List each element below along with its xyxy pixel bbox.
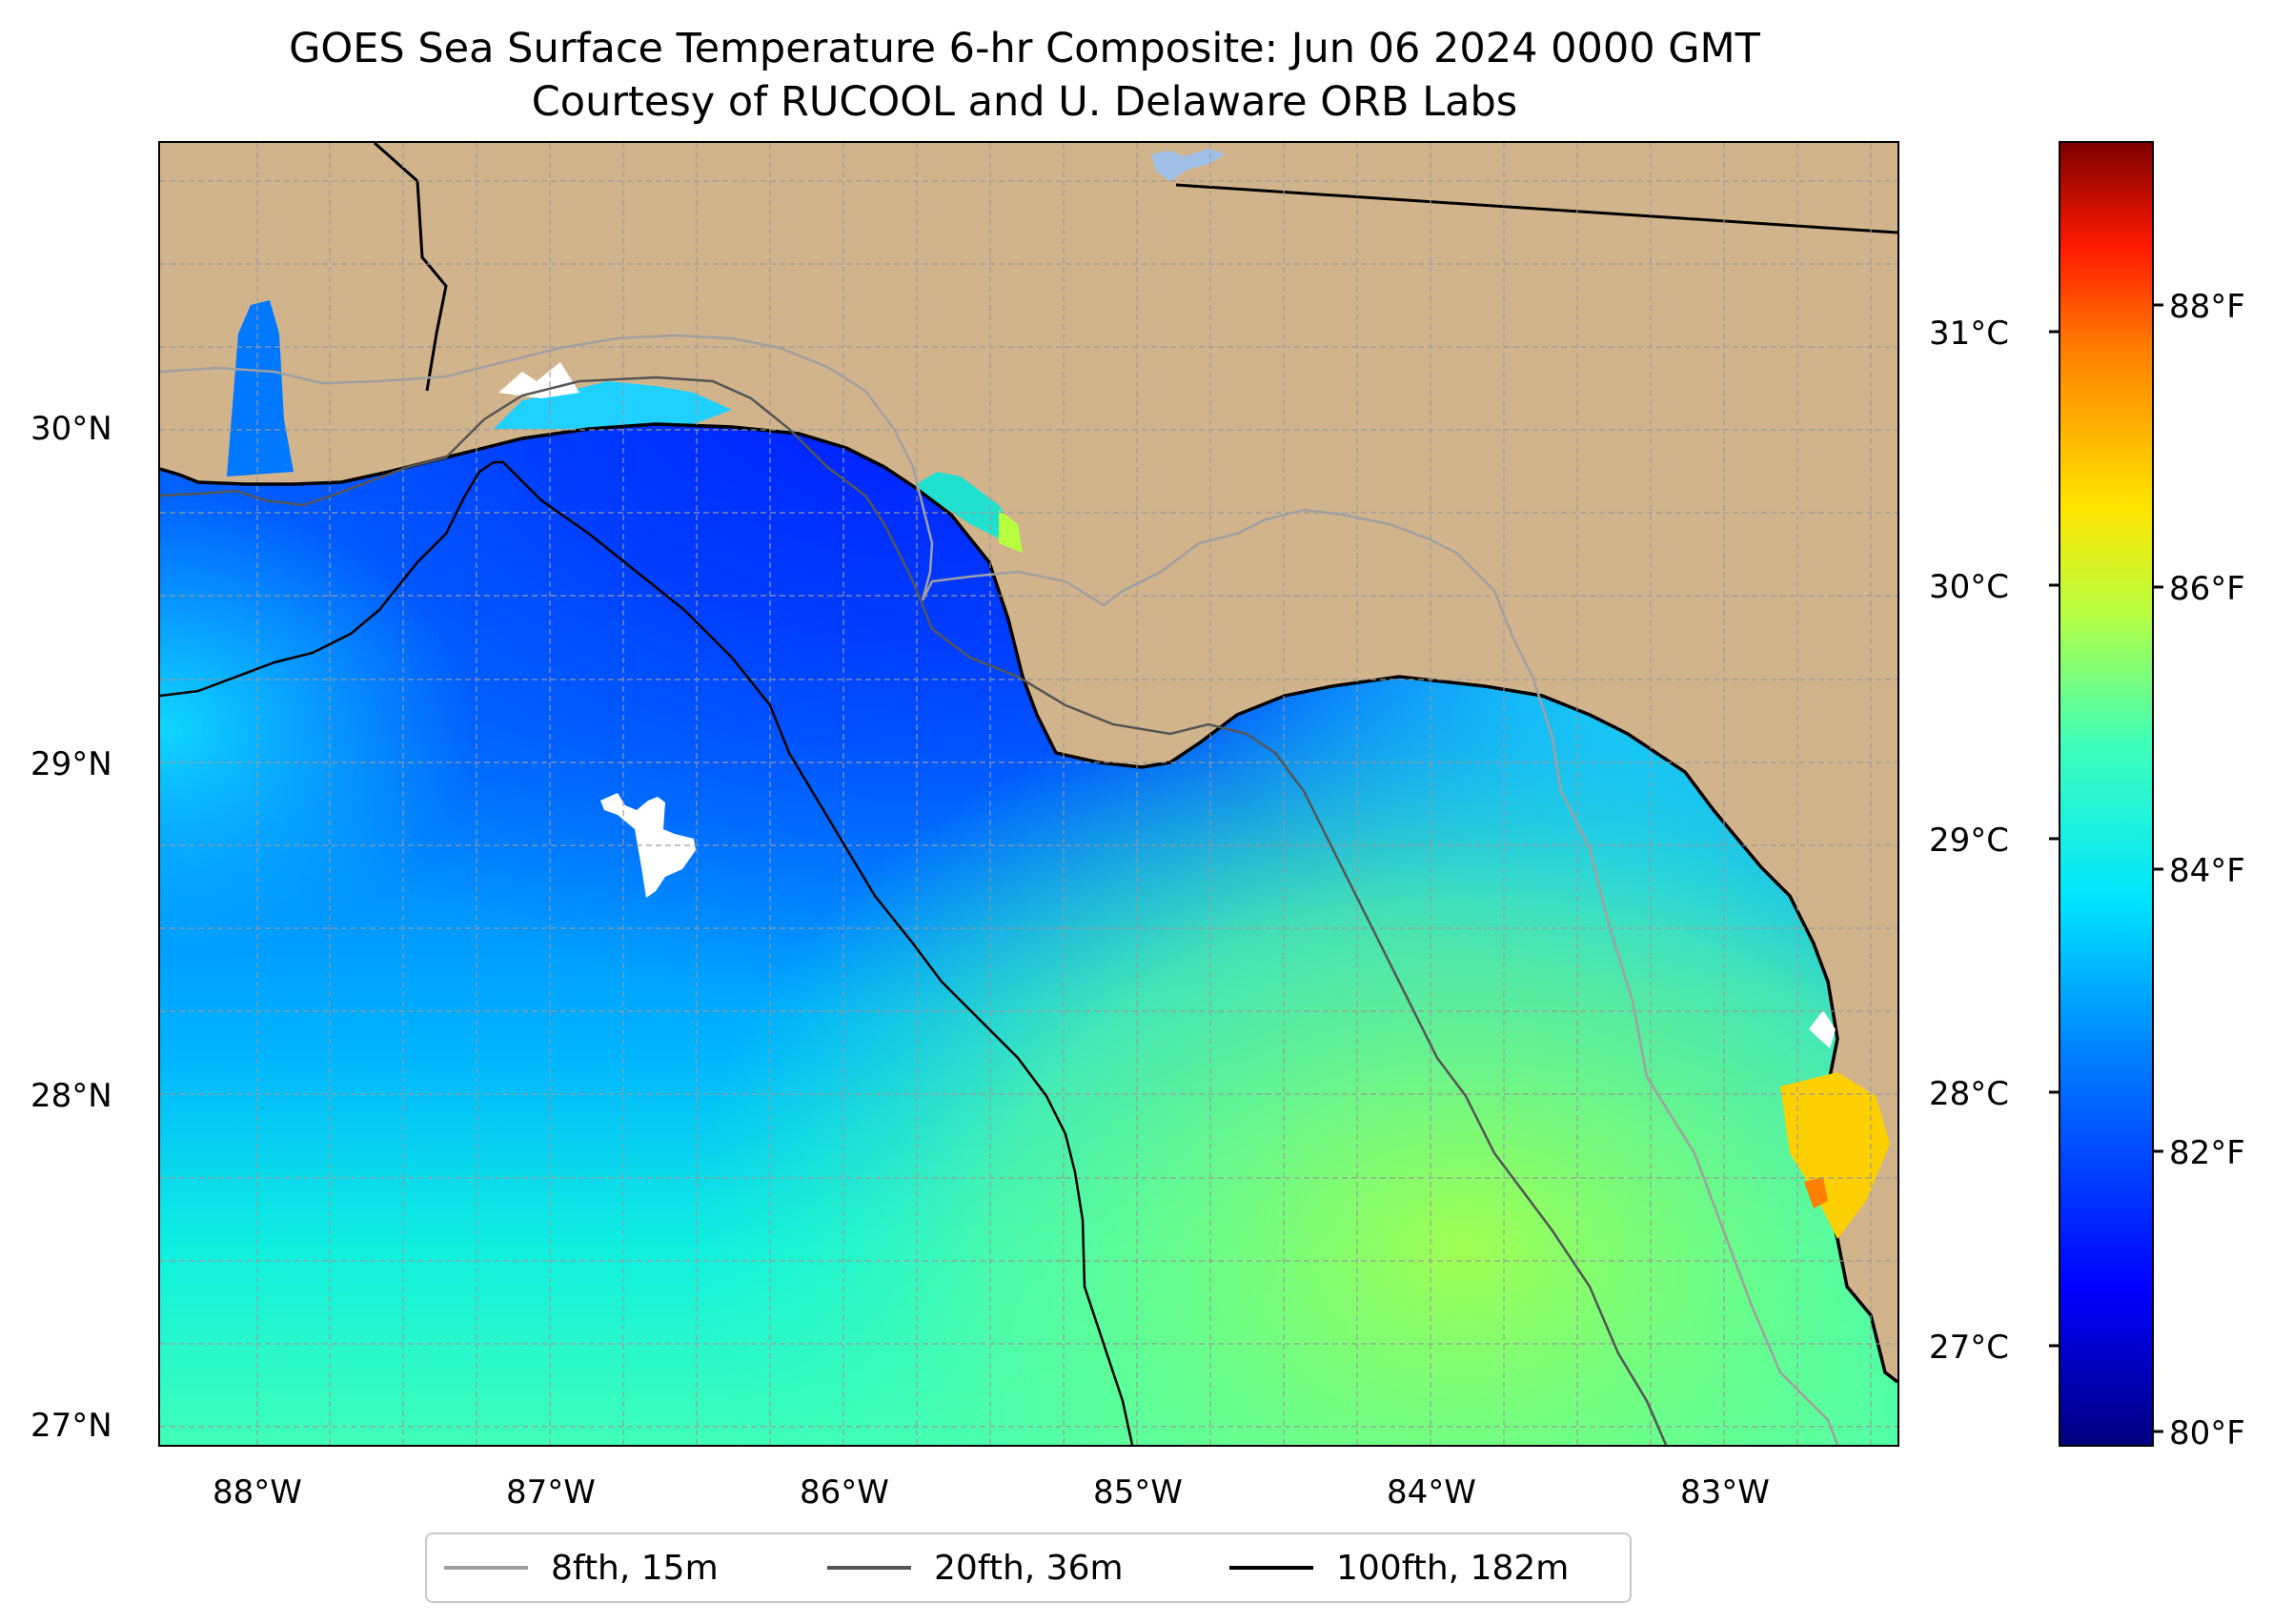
legend-item-20fth: 20fth, 36m — [827, 1534, 1124, 1601]
tampa-bay-warm — [1780, 1072, 1890, 1239]
state-boundary-west — [374, 143, 448, 392]
apalachee-warm — [999, 510, 1023, 553]
lat-label-29n: 29°N — [30, 745, 112, 783]
map-title: GOES Sea Surface Temperature 6-hr Compos… — [289, 25, 1760, 72]
map-subtitle: Courtesy of RUCOOL and U. Delaware ORB L… — [531, 78, 1518, 126]
legend-swatch-8fth — [444, 1566, 528, 1570]
isobath-15m — [160, 334, 1839, 1445]
legend-swatch-20fth — [827, 1566, 911, 1570]
sst-map-svg — [160, 143, 1897, 1445]
lon-label-85w: 85°W — [1093, 1473, 1183, 1512]
land-mass — [160, 143, 1897, 1382]
lon-label-88w: 88°W — [213, 1473, 302, 1512]
colorbar-label-28c: 28°C — [1929, 1075, 2010, 1113]
lon-label-86w: 86°W — [800, 1473, 889, 1512]
lake — [1151, 149, 1226, 181]
legend-item-100fth: 100fth, 182m — [1229, 1534, 1569, 1601]
colorbar-label-86f: 86°F — [2169, 570, 2245, 608]
lat-label-28n: 28°N — [30, 1077, 112, 1115]
colorbar-label-30c: 30°C — [1929, 568, 2010, 606]
isobath-legend: 8fth, 15m 20fth, 36m 100fth, 182m — [425, 1533, 1632, 1603]
cloud-mask-coast — [498, 362, 579, 398]
colorbar-label-82f: 82°F — [2169, 1134, 2245, 1172]
colorbar-label-31c: 31°C — [1929, 315, 2010, 353]
legend-label-8fth: 8fth, 15m — [551, 1548, 719, 1588]
isobath-182m — [160, 460, 1134, 1445]
colorbar-label-84f: 84°F — [2169, 852, 2245, 890]
legend-label-100fth: 100fth, 182m — [1336, 1548, 1570, 1588]
sst-map — [158, 141, 1899, 1447]
legend-item-8fth: 8fth, 15m — [444, 1534, 719, 1601]
legend-label-20fth: 20fth, 36m — [934, 1548, 1124, 1588]
colorbar-label-27c: 27°C — [1929, 1329, 2010, 1367]
legend-swatch-100fth — [1229, 1566, 1313, 1570]
state-boundary-al-fl — [1175, 183, 1897, 234]
lat-label-27n: 27°N — [30, 1407, 112, 1445]
colorbar-label-88f: 88°F — [2169, 288, 2245, 326]
isobath-36m — [160, 376, 1668, 1445]
pensacola-sound — [494, 381, 732, 429]
lat-label-30n: 30°N — [30, 410, 112, 448]
lon-label-84w: 84°W — [1387, 1473, 1476, 1512]
colorbar-label-80f: 80°F — [2169, 1414, 2245, 1452]
lon-label-83w: 83°W — [1680, 1473, 1770, 1512]
tampa-bay-hot — [1804, 1177, 1828, 1208]
apalachicola-bay — [913, 472, 1018, 543]
colorbar-label-29c: 29°C — [1929, 822, 2010, 860]
colorbar — [2059, 141, 2154, 1447]
cloud-mask-coast-east — [1809, 1010, 1836, 1048]
graticule — [160, 143, 1897, 1445]
colorbar-ticks — [2049, 303, 2163, 1433]
lon-label-87w: 87°W — [506, 1473, 596, 1512]
mobile-bay — [227, 300, 294, 477]
